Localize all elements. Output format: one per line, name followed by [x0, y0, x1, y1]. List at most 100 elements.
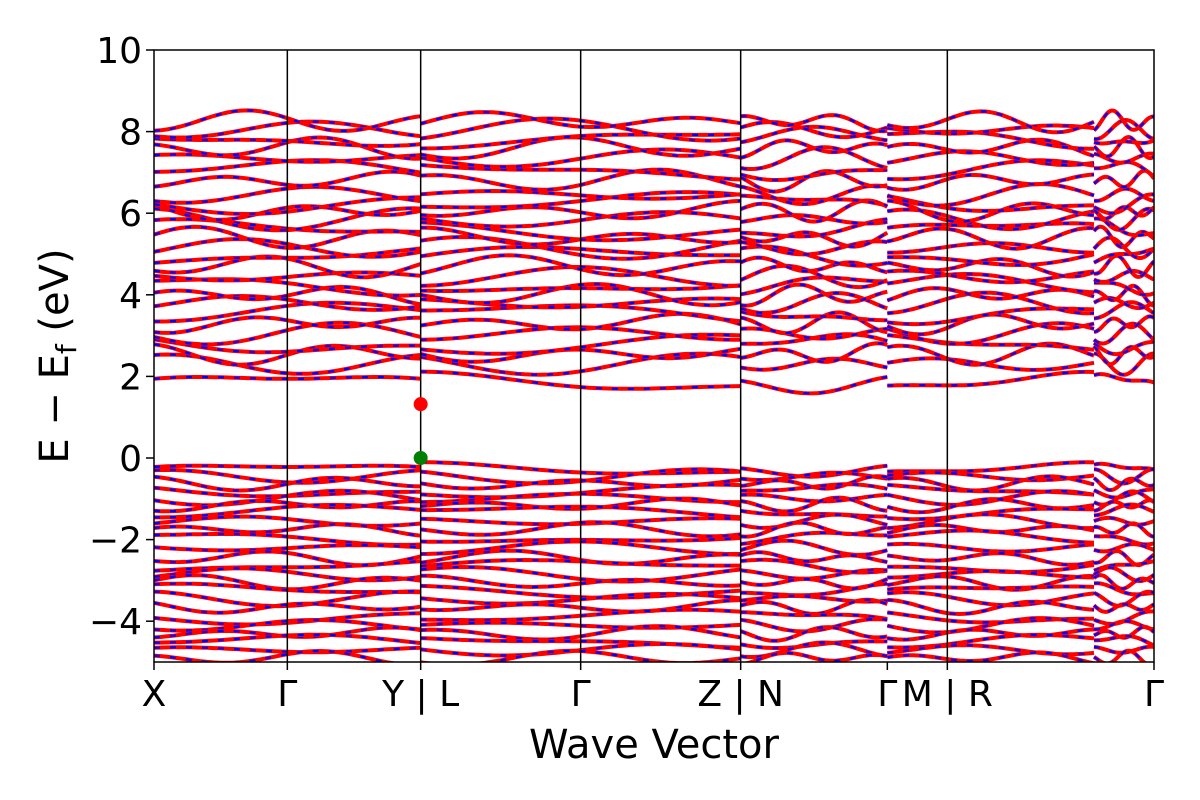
x-axis-label: Wave Vector: [529, 722, 780, 768]
valence-band-down: [887, 483, 1095, 496]
conduction-band-up: [740, 309, 888, 323]
conduction-band-down: [1093, 169, 1154, 189]
valence-band-down: [887, 552, 1095, 566]
valence-band-down: [1093, 560, 1154, 572]
conduction-band-up: [740, 230, 889, 249]
valence-band-down: [1093, 549, 1154, 567]
conduction-band-down: [740, 342, 888, 364]
valence-band-down: [887, 507, 1095, 521]
conduction-band-down: [154, 170, 421, 188]
valence-band-up: [887, 584, 1095, 592]
valence-band-down: [887, 591, 1095, 607]
valence-band-down: [1094, 635, 1154, 647]
conduction-band-down: [1093, 193, 1154, 215]
y-tick-label: 8: [119, 113, 142, 154]
valence-band-down: [887, 644, 1095, 656]
valence-band-down: [1093, 516, 1154, 526]
conduction-band-down: [1093, 315, 1154, 333]
valence-band-down: [887, 570, 1095, 579]
valence-band-up: [740, 508, 888, 519]
conduction-band-up: [740, 193, 888, 208]
conduction-band-down: [154, 285, 421, 306]
conduction-band-down: [886, 322, 1095, 346]
valence-band-up: [1093, 542, 1154, 554]
x-tick-label: X: [142, 674, 167, 715]
high-symmetry-lines: [286, 50, 949, 662]
x-tick-label: Γ: [1144, 674, 1164, 715]
x-tick-label: Y | L: [381, 674, 459, 715]
conduction-band-down: [1093, 109, 1154, 132]
valence-band-down: [887, 598, 1095, 616]
conduction-band-down: [1093, 373, 1154, 384]
valence-band-down: [154, 649, 393, 662]
y-tick-label: 4: [119, 276, 142, 317]
valence-band-up: [740, 463, 888, 479]
conduction-band-down: [154, 207, 421, 232]
conduction-band-down: [154, 109, 421, 132]
conduction-band-down: [886, 183, 1095, 207]
conduction-band-down: [887, 173, 1095, 191]
valence-band-up: [740, 492, 888, 504]
valence-band-down: [1093, 610, 1154, 626]
conduction-band-down: [154, 255, 422, 279]
valence-band-down: [1093, 566, 1154, 583]
conduction-band-down: [887, 150, 1095, 167]
conduction-band-down: [887, 226, 1095, 250]
conduction-band-down: [740, 146, 888, 171]
valence-band-up: [740, 520, 888, 539]
valence-band-down: [1093, 503, 1154, 517]
conduction-band-down: [1093, 322, 1154, 345]
valence-band-down: [1093, 543, 1154, 553]
valence-band-up: [740, 581, 888, 598]
valence-band-down: [887, 489, 1095, 507]
conduction-band-up: [886, 149, 1095, 168]
conduction-band-down: [1093, 284, 1154, 307]
y-tick-label: 10: [96, 31, 142, 72]
cbm-point: [413, 397, 428, 412]
valence-band-down: [887, 529, 1095, 544]
conduction-band-down: [154, 353, 421, 375]
valence-band-down: [1093, 477, 1154, 492]
valence-band-down: [887, 498, 1095, 514]
conduction-band-down: [1093, 296, 1154, 310]
valence-band-down: [887, 651, 1094, 662]
conduction-band-down: [887, 222, 1095, 229]
valence-band-down: [1093, 488, 1154, 499]
conduction-band-up: [1092, 134, 1154, 161]
conduction-band-down: [740, 311, 888, 335]
conduction-band-down: [1093, 225, 1154, 249]
valence-band-up: [740, 512, 888, 530]
valence-band-down: [887, 475, 1095, 492]
conduction-band-down: [887, 272, 1095, 294]
bands-group: [154, 108, 1154, 662]
conduction-band-down: [887, 258, 1095, 278]
conduction-band-down: [740, 139, 888, 159]
conduction-band-down: [887, 269, 1095, 284]
conduction-band-up: [740, 275, 888, 297]
valence-band-down: [154, 574, 421, 591]
x-tick-label: Z | N: [697, 674, 784, 715]
conduction-band-down: [887, 307, 1095, 326]
y-axis-ticks: −4 −2 0 2 4 6 8 10: [89, 31, 154, 643]
valence-band-down: [887, 471, 1095, 482]
valence-band-down: [1093, 645, 1154, 654]
conduction-band-down: [154, 321, 421, 346]
conduction-band-down: [1093, 139, 1154, 145]
conduction-band-up: [740, 145, 888, 171]
y-axis-label-subscript: f: [50, 343, 83, 354]
y-axis-label-unit: (eV): [32, 248, 78, 344]
valence-band-down: [887, 574, 1095, 591]
conduction-band-down: [154, 204, 421, 221]
valence-band-down: [887, 617, 1095, 634]
valence-band-down: [1093, 649, 1146, 662]
y-tick-label: 0: [119, 439, 142, 480]
valence-band-up: [887, 597, 1095, 617]
conduction-band-up: [740, 168, 888, 182]
conduction-band-down: [886, 286, 1095, 302]
valence-band-up: [740, 495, 888, 514]
valence-band-down: [887, 513, 1095, 530]
conduction-band-down: [887, 242, 1095, 254]
conduction-band-up: [740, 138, 888, 160]
conduction-band-down: [154, 237, 421, 258]
